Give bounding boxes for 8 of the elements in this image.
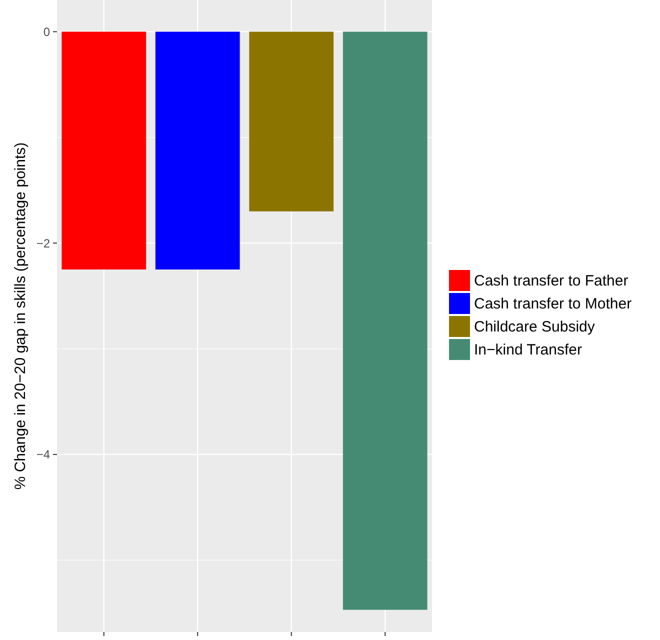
legend-label: Childcare Subsidy bbox=[474, 318, 596, 336]
legend-label: Cash transfer to Father bbox=[474, 272, 628, 290]
legend-label: In−kind Transfer bbox=[474, 341, 582, 358]
y-tick-label: −4 bbox=[36, 448, 50, 462]
legend-label: Cash transfer to Mother bbox=[474, 295, 632, 312]
y-axis-title: % Change in 20−20 gap in skills (percentage points) bbox=[12, 142, 29, 490]
y-tick-label: 0 bbox=[43, 24, 50, 39]
y-tick-label: −2 bbox=[36, 236, 50, 250]
